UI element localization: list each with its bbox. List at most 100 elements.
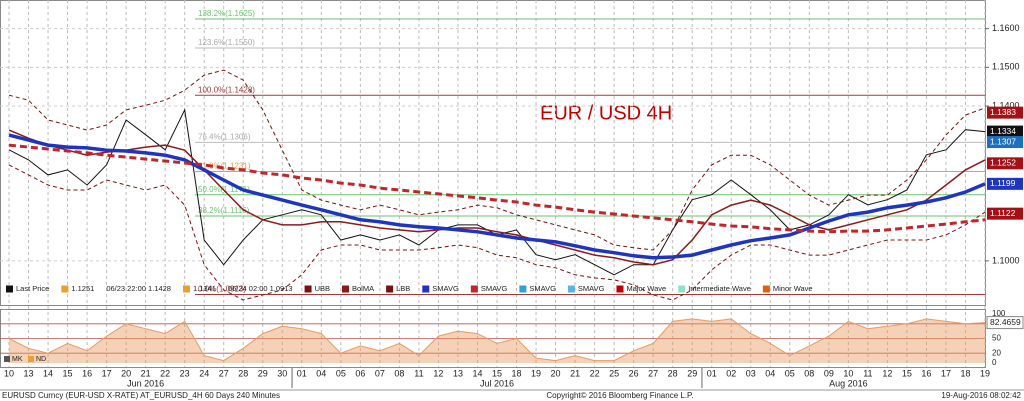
osc-tick-label: 0 (992, 358, 997, 367)
legend-info: 06/24 02:00 1.0913 (228, 284, 293, 293)
x-tick-label: 19 (980, 368, 990, 378)
x-tick-label: 09 (824, 368, 834, 378)
legend-swatch (762, 285, 770, 293)
fib-label: 61.8%(1.1231) (198, 162, 251, 171)
x-tick-label: 26 (629, 368, 639, 378)
x-tick-label: 30 (277, 368, 287, 378)
x-tick-label: 14 (43, 368, 53, 378)
footer-right: 19-Aug-2016 08:02:42 (941, 391, 1021, 400)
x-tick-label: 10 (4, 368, 14, 378)
x-tick-label: 13 (453, 368, 463, 378)
x-tick-label: 27 (219, 368, 229, 378)
legend-label: SMAVG (481, 284, 508, 293)
legend-label: Minor Wave (773, 284, 813, 293)
series-line (8, 143, 986, 234)
osc-area (9, 318, 985, 363)
legend-swatch (304, 285, 312, 293)
x-tick-label: 07 (375, 368, 385, 378)
fib-label: 0.0%(1.0913) (198, 285, 246, 294)
legend-label: UBB (315, 284, 330, 293)
legend-swatch (182, 285, 190, 293)
legend-info: 1.1341 (193, 284, 216, 293)
legend-label: Major Wave (626, 284, 666, 293)
x-tick-label: 14 (472, 368, 482, 378)
x-tick-label: 03 (746, 368, 756, 378)
osc-tag (986, 316, 1024, 330)
price-tag (987, 106, 1023, 119)
price-tag-label: 1.1252 (990, 158, 1016, 168)
price-tag (987, 157, 1023, 170)
x-tick-label: 12 (882, 368, 892, 378)
legend-swatch (6, 285, 13, 293)
x-tick-label: 08 (804, 368, 814, 378)
legend-label: LBB (396, 284, 410, 293)
legend-label: Last Price (16, 284, 49, 293)
x-tick-label: 18 (512, 368, 522, 378)
legend-swatch (616, 285, 624, 293)
legend-swatch (519, 285, 527, 293)
x-tick-label: 21 (141, 368, 151, 378)
fib-label: 123.6%(1.1550) (198, 38, 255, 47)
x-tick-label: 13 (24, 368, 34, 378)
osc-tick-label: 50 (992, 334, 1001, 343)
legend-label: SMAVG (578, 284, 605, 293)
price-tag (987, 207, 1023, 220)
x-tick-label: 22 (590, 368, 600, 378)
x-tick-label: 10 (843, 368, 853, 378)
x-tick-label: 08 (394, 368, 404, 378)
y-tick-label: 1.1500 (992, 62, 1020, 72)
x-tick-label: 29 (258, 368, 268, 378)
series-line (8, 164, 986, 301)
x-tick-label: 25 (609, 368, 619, 378)
x-tick-label: 15 (902, 368, 912, 378)
series-line (8, 129, 986, 266)
legend-label: BolMA (352, 284, 374, 293)
osc-legend-label: MK (12, 356, 23, 363)
x-tick-label: 24 (199, 368, 209, 378)
price-tag (987, 125, 1023, 138)
price-tag-label: 1.1122 (990, 208, 1016, 218)
x-tick-label: 11 (414, 368, 423, 378)
legend-label: Intermediate Wave (688, 284, 751, 293)
x-tick-label: 19 (531, 368, 541, 378)
price-tag-label: 1.1383 (990, 107, 1016, 117)
price-tag-label: 1.1199 (990, 178, 1016, 188)
month-label: Jun 2016 (127, 378, 164, 388)
osc-tag-label: 82.4659 (990, 317, 1021, 327)
y-tick-label: 1.1600 (992, 23, 1020, 33)
legend-swatch (61, 285, 69, 293)
legend-swatch (422, 285, 430, 293)
x-tick-label: 06 (355, 368, 365, 378)
x-tick-label: 18 (960, 368, 970, 378)
x-tick-label: 17 (102, 368, 112, 378)
x-tick-label: 21 (570, 368, 580, 378)
x-tick-label: 28 (238, 368, 248, 378)
osc-tick-label: 100 (992, 309, 1006, 318)
legend-swatch (567, 285, 575, 293)
price-tag-label: 1.1307 (990, 136, 1016, 146)
series-line (8, 133, 986, 260)
x-tick-label: 27 (648, 368, 658, 378)
osc-line (8, 318, 986, 362)
x-tick-label: 12 (433, 368, 443, 378)
footer-center: Copyright© 2016 Bloomberg Finance L.P. (546, 391, 693, 400)
legend-swatch (386, 285, 394, 293)
price-tag (987, 136, 1023, 149)
x-tick-label: 02 (726, 368, 736, 378)
x-tick-label: 16 (82, 368, 92, 378)
x-tick-label: 17 (941, 368, 951, 378)
legend-info: 06/23 22:00 1.1428 (106, 284, 171, 293)
osc-legend-swatch (28, 356, 34, 362)
x-tick-label: 15 (63, 368, 73, 378)
x-tick-label: 15 (492, 368, 502, 378)
x-tick-label: 20 (121, 368, 131, 378)
month-label: Aug 2016 (829, 378, 868, 388)
x-tick-label: 29 (687, 368, 697, 378)
osc-tick-label: 20 (992, 348, 1001, 357)
month-label: Jul 2016 (480, 378, 514, 388)
footer-left: EURUSD Curncy (EUR-USD X-RATE) AT_EURUSD… (2, 391, 280, 400)
legend-swatch (470, 285, 478, 293)
y-tick-label: 1.1000 (992, 255, 1020, 265)
series-line (8, 69, 986, 251)
